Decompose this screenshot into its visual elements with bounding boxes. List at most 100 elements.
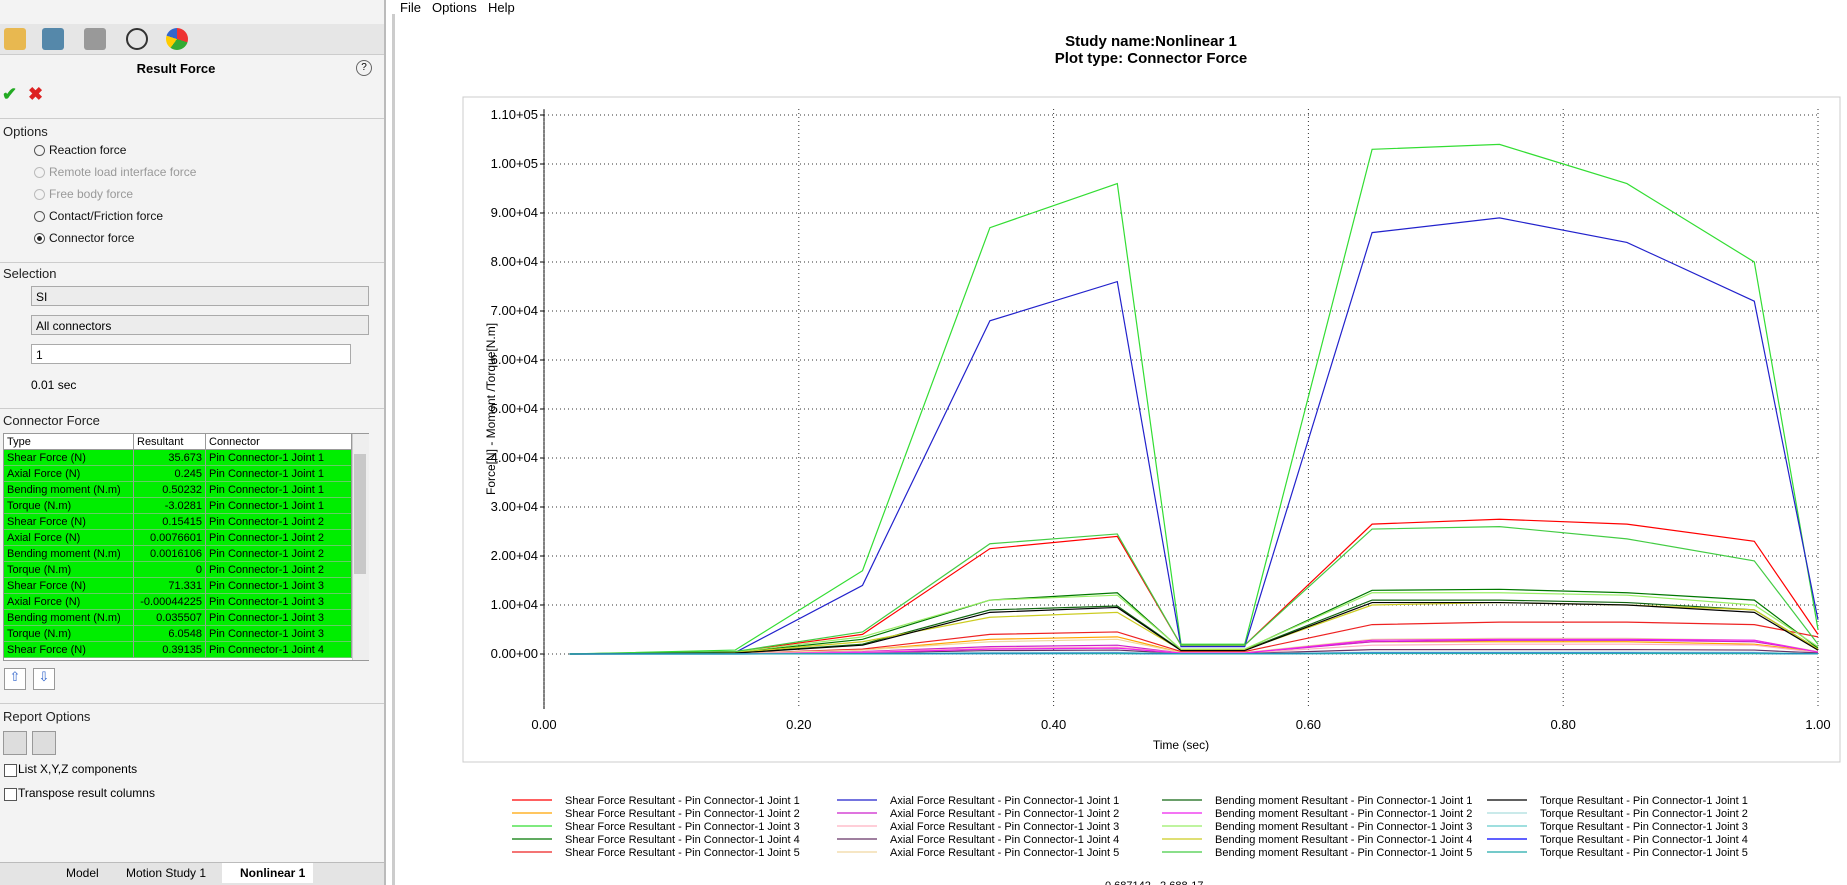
table-cell: -0.00044225 xyxy=(134,594,206,610)
tab[interactable]: Motion Study 1 xyxy=(126,866,207,880)
legend-label: Axial Force Resultant - Pin Connector-1 … xyxy=(890,834,1119,846)
table-cell: Pin Connector-1 Joint 1 xyxy=(206,498,352,514)
y-tick-label: 2.00+04 xyxy=(491,548,538,563)
units-dropdown[interactable]: SI xyxy=(31,286,369,306)
y-tick-label: 0.00+00 xyxy=(491,646,538,661)
step-input[interactable]: 1 xyxy=(31,344,351,364)
tab-active[interactable]: Nonlinear 1 xyxy=(222,863,314,883)
y-tick-label: 6.00+04 xyxy=(491,352,538,367)
tab-icon[interactable] xyxy=(42,28,64,50)
legend-label: Torque Resultant - Pin Connector-1 Joint… xyxy=(1540,808,1748,820)
move-up-button[interactable]: ⇧ xyxy=(4,668,26,690)
table-cell: 0 xyxy=(134,562,206,578)
option-label: Connector force xyxy=(49,231,135,245)
report-button[interactable] xyxy=(3,731,27,755)
y-tick-label: 4.00+04 xyxy=(491,450,538,465)
chart-subtitle: Plot type: Connector Force xyxy=(1055,50,1248,67)
y-tick-label: 7.00+04 xyxy=(491,303,538,318)
table-cell: Pin Connector-1 Joint 3 xyxy=(206,594,352,610)
connectors-dropdown[interactable]: All connectors xyxy=(31,315,369,335)
toolbar-tabs xyxy=(0,24,384,55)
y-tick-label: 1.00+04 xyxy=(491,597,538,612)
tab-icon[interactable] xyxy=(4,28,26,50)
ok-button[interactable]: ✔ xyxy=(2,84,18,104)
tab-icon[interactable] xyxy=(126,28,148,50)
report-button[interactable] xyxy=(32,731,56,755)
column-header: Resultant xyxy=(134,434,206,450)
tab-icon[interactable] xyxy=(84,28,106,50)
table-cell: 71.331 xyxy=(134,578,206,594)
radio-option[interactable]: Remote load interface force xyxy=(34,165,196,179)
radio-option[interactable]: Reaction force xyxy=(34,143,126,157)
table-cell: 0.0076601 xyxy=(134,530,206,546)
legend-label: Torque Resultant - Pin Connector-1 Joint… xyxy=(1540,795,1748,807)
table-cell: Pin Connector-1 Joint 3 xyxy=(206,578,352,594)
series-line xyxy=(569,621,1819,655)
y-tick-label: 1.10+05 xyxy=(491,107,538,122)
x-tick-label: 0.20 xyxy=(786,717,811,732)
divider xyxy=(392,14,395,885)
y-axis-label: Force[N] - Moment /Torque[N.m] xyxy=(484,323,498,495)
legend-label: Axial Force Resultant - Pin Connector-1 … xyxy=(890,847,1119,859)
table-cell: 0.39135 xyxy=(134,642,206,658)
table-cell: 35.673 xyxy=(134,450,206,466)
table-cell: Bending moment (N.m) xyxy=(4,610,134,626)
menu-item[interactable]: Options xyxy=(432,0,477,15)
table-cell: 0.50232 xyxy=(134,482,206,498)
legend-label: Shear Force Resultant - Pin Connector-1 … xyxy=(565,808,800,820)
table-cell: Shear Force (N) xyxy=(4,578,134,594)
menu-item[interactable]: Help xyxy=(488,0,515,15)
legend-label: Shear Force Resultant - Pin Connector-1 … xyxy=(565,795,800,807)
table-cell: Shear Force (N) xyxy=(4,514,134,530)
series-line xyxy=(569,143,1819,655)
series-line xyxy=(569,525,1819,655)
x-axis-label: Time (sec) xyxy=(1153,738,1209,752)
legend-label: Bending moment Resultant - Pin Connector… xyxy=(1215,821,1472,833)
y-tick-label: 9.00+04 xyxy=(491,205,538,220)
table-cell: Bending moment (N.m) xyxy=(4,482,134,498)
help-icon[interactable]: ? xyxy=(356,60,372,76)
section-header: Selection xyxy=(3,266,57,281)
radio-option[interactable]: Connector force xyxy=(34,231,134,245)
table-cell: Torque (N.m) xyxy=(4,626,134,642)
x-tick-label: 0.00 xyxy=(531,717,556,732)
tab[interactable]: Model xyxy=(66,866,99,880)
table-cell: Torque (N.m) xyxy=(4,562,134,578)
legend-label: Torque Resultant - Pin Connector-1 Joint… xyxy=(1540,834,1748,846)
table-cell: Shear Force (N) xyxy=(4,450,134,466)
table-cell: Pin Connector-1 Joint 2 xyxy=(206,530,352,546)
move-down-button[interactable]: ⇩ xyxy=(33,668,55,690)
section-header: Connector Force xyxy=(3,413,100,428)
table-cell: Axial Force (N) xyxy=(4,530,134,546)
x-tick-label: 0.40 xyxy=(1041,717,1066,732)
checkbox[interactable] xyxy=(4,788,17,801)
panel-title: Result Force xyxy=(136,61,216,76)
option-label: Remote load interface force xyxy=(49,165,197,179)
legend-label: Axial Force Resultant - Pin Connector-1 … xyxy=(890,795,1119,807)
tab-icon[interactable] xyxy=(166,28,188,50)
legend-label: Torque Resultant - Pin Connector-1 Joint… xyxy=(1540,821,1748,833)
legend-label: Shear Force Resultant - Pin Connector-1 … xyxy=(565,834,800,846)
legend-label: Torque Resultant - Pin Connector-1 Joint… xyxy=(1540,847,1748,859)
radio-option[interactable]: Free body force xyxy=(34,187,133,201)
table-cell: Pin Connector-1 Joint 2 xyxy=(206,562,352,578)
checkbox[interactable] xyxy=(4,764,17,777)
table-cell: -3.0281 xyxy=(134,498,206,514)
table-cell: 0.035507 xyxy=(134,610,206,626)
menu-item[interactable]: File xyxy=(400,0,421,15)
option-label: Contact/Friction force xyxy=(49,209,164,223)
table-cell: Shear Force (N) xyxy=(4,642,134,658)
column-header: Type xyxy=(4,434,134,450)
series-line xyxy=(569,638,1819,655)
table-cell: Axial Force (N) xyxy=(4,466,134,482)
radio-option[interactable]: Contact/Friction force xyxy=(34,209,163,223)
table-cell: Pin Connector-1 Joint 2 xyxy=(206,546,352,562)
x-tick-label: 0.60 xyxy=(1296,717,1321,732)
y-tick-label: 8.00+04 xyxy=(491,254,538,269)
table-cell: Pin Connector-1 Joint 1 xyxy=(206,482,352,498)
legend-label: Shear Force Resultant - Pin Connector-1 … xyxy=(565,847,800,859)
cancel-button[interactable]: ✖ xyxy=(28,84,44,104)
table-cell: 0.0016106 xyxy=(134,546,206,562)
